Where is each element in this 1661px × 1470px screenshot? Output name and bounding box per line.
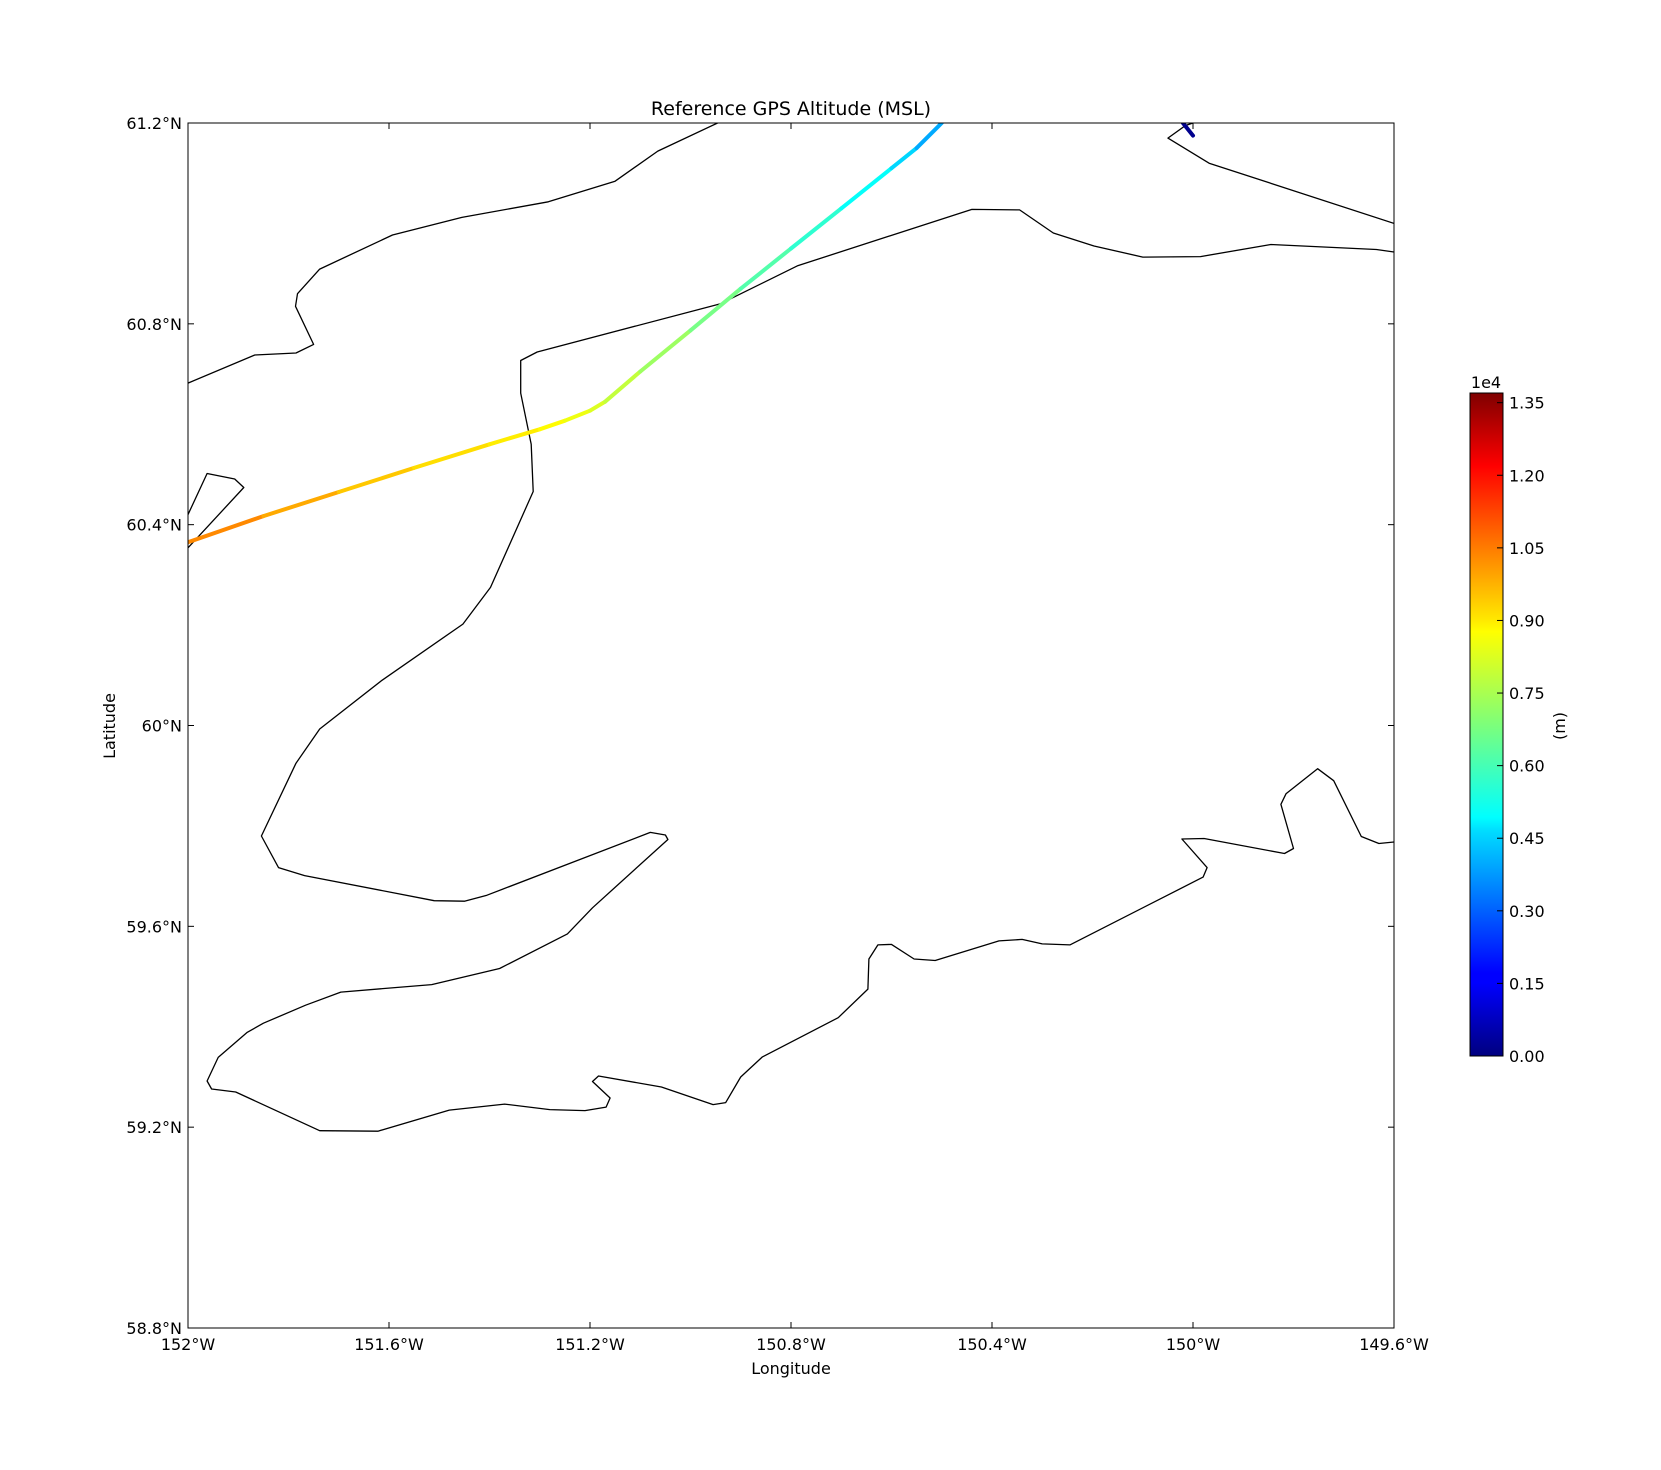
flight-track-end-segment — [1180, 123, 1195, 138]
y-tick-label: 61.2°N — [126, 114, 182, 133]
x-tick-label: 151.2°W — [555, 1335, 625, 1354]
y-tick-label: 59.2°N — [126, 1118, 182, 1137]
y-tick-label: 60.8°N — [126, 315, 182, 334]
flight-track-segment — [603, 369, 643, 404]
coastline-2 — [188, 472, 245, 549]
colorbar-tick-label: 1.20 — [1509, 466, 1545, 485]
colorbar-tick-label: 0.45 — [1509, 829, 1545, 848]
flight-track-segment — [562, 408, 592, 423]
flight-track-group — [188, 123, 1195, 545]
colorbar-ticks: 0.00 0.15 0.30 0.45 0.60 0.75 0.90 1.05 1.20 1.35 — [1497, 394, 1545, 1066]
flight-track-segment — [688, 286, 743, 333]
flight-track-segment — [839, 166, 894, 211]
flight-track-segment — [914, 123, 944, 151]
y-axis-ticks: 61.2°N 60.8°N 60.4°N 60°N 59.6°N 59.2°N 58.8°N — [126, 114, 1394, 1338]
x-tick-label: 152°W — [161, 1335, 216, 1354]
y-tick-label: 60.4°N — [126, 516, 182, 535]
x-axis-ticks: 152°W 151.6°W 151.2°W 150.8°W 150.4°W 150°W 14… — [161, 123, 1429, 1354]
colorbar: 0.00 0.15 0.30 0.45 0.60 0.75 0.90 1.05 1.20 1.35… — [1469, 373, 1569, 1066]
x-tick-label: 150.4°W — [957, 1335, 1027, 1354]
plot-title: Reference GPS Altitude (MSL) — [651, 98, 931, 120]
colorbar-unit-label: (m) — [1550, 712, 1569, 740]
coastline-group — [188, 123, 1394, 1132]
flight-track-segment — [889, 146, 919, 171]
colorbar-tick-label: 1.05 — [1509, 539, 1545, 558]
flight-track-segment — [638, 328, 693, 374]
coastline-3 — [206, 208, 1394, 1132]
y-tick-label: 59.6°N — [126, 917, 182, 936]
y-tick-label: 58.8°N — [126, 1319, 182, 1338]
y-axis-title: Latitude — [100, 693, 119, 759]
colorbar-tick-label: 0.75 — [1509, 684, 1545, 703]
colorbar-tick-label: 0.30 — [1509, 902, 1545, 921]
flight-track-segment — [588, 399, 608, 413]
flight-track-segment — [261, 490, 341, 519]
x-tick-label: 150.8°W — [756, 1335, 826, 1354]
plot-frame — [187, 122, 1395, 1329]
flight-track-segment — [336, 465, 417, 494]
colorbar-tick-label: 0.00 — [1509, 1047, 1545, 1066]
flight-track-segment — [738, 246, 793, 291]
colorbar-tick-label: 0.15 — [1509, 974, 1545, 993]
flight-track-segment — [412, 442, 492, 470]
flight-track-segment — [537, 418, 567, 432]
x-tick-label: 150°W — [1166, 1335, 1221, 1354]
colorbar-tick-label: 0.60 — [1509, 757, 1545, 776]
coastline-1 — [188, 123, 718, 384]
flight-track-segment — [188, 514, 266, 545]
x-tick-label: 149.6°W — [1359, 1335, 1429, 1354]
x-tick-label: 151.6°W — [354, 1335, 424, 1354]
flight-track-segment — [789, 206, 844, 251]
x-axis-title: Longitude — [751, 1359, 831, 1378]
colorbar-exponent: 1e4 — [1471, 373, 1501, 392]
y-tick-label: 60°N — [142, 717, 182, 736]
colorbar-gradient — [1469, 392, 1504, 1057]
colorbar-tick-label: 0.90 — [1509, 611, 1545, 630]
map-area — [188, 123, 1394, 1132]
coastline-4 — [1167, 123, 1394, 225]
colorbar-tick-label: 1.35 — [1509, 394, 1545, 413]
flight-track-segment — [487, 427, 542, 447]
